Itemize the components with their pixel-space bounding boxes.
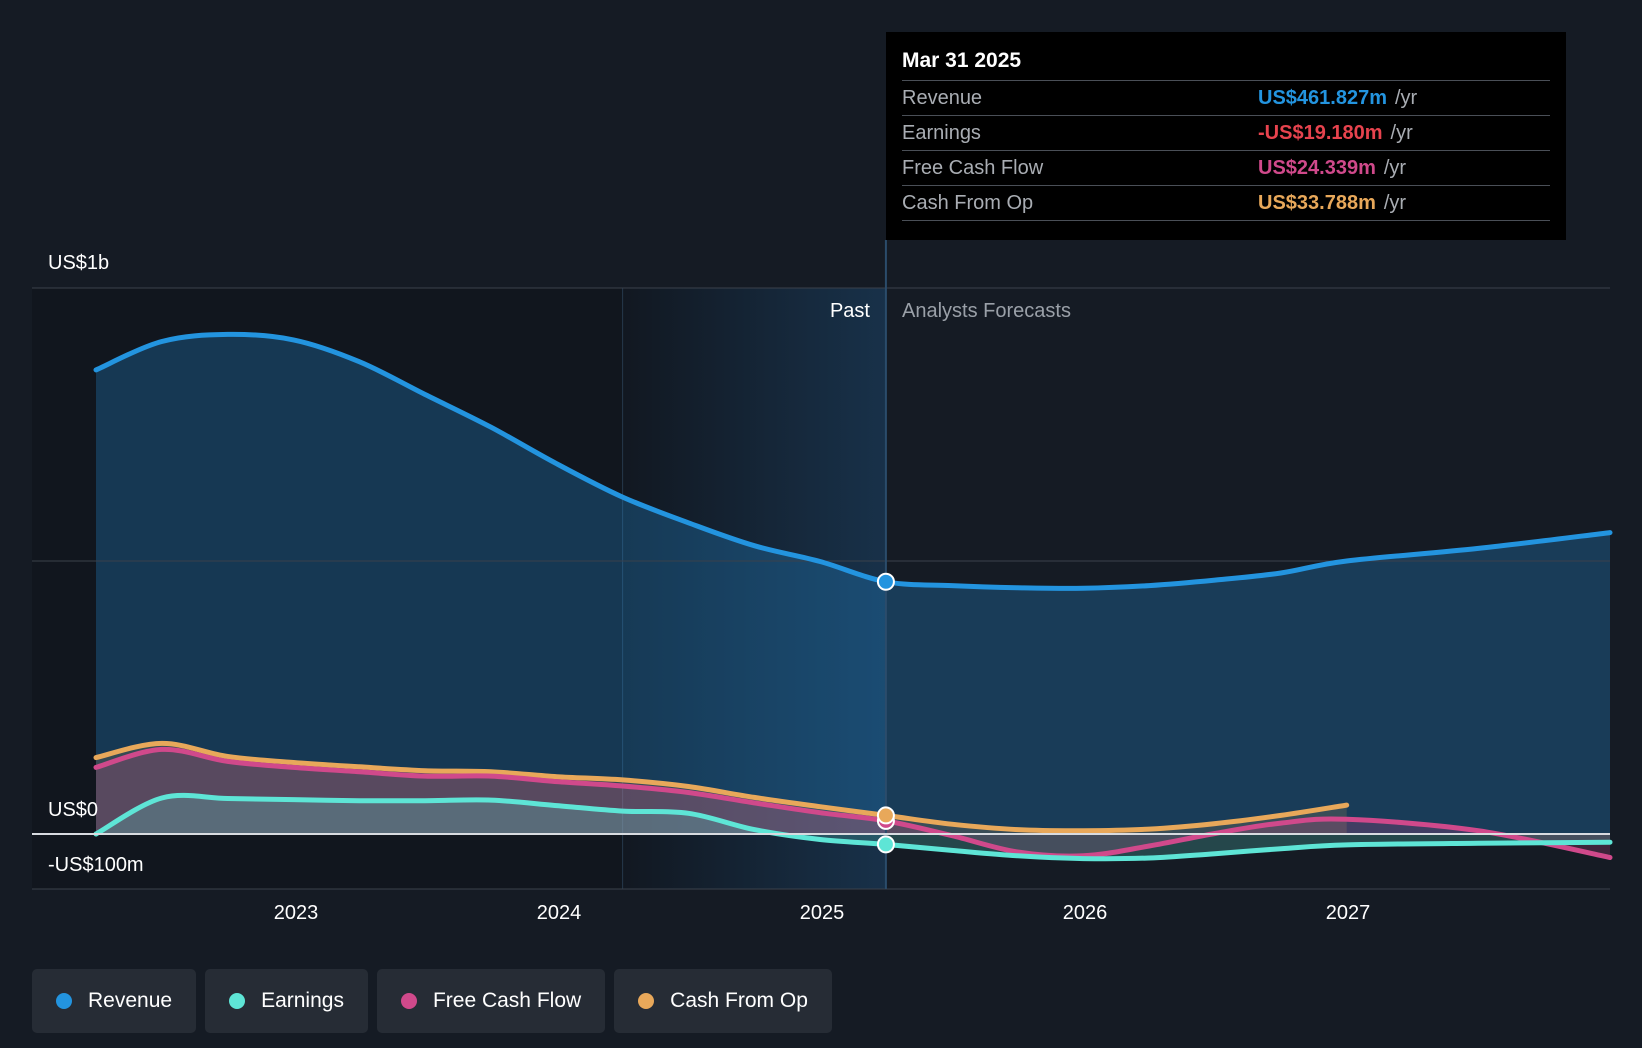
- legend-label: Earnings: [261, 989, 344, 1012]
- revenue-area: [96, 334, 1610, 834]
- legend-dot-icon: [400, 993, 417, 1009]
- x-tick-label: 2024: [536, 902, 582, 924]
- legend-label: Revenue: [88, 989, 173, 1012]
- legend-item-cash-from-op[interactable]: Cash From Op: [614, 969, 832, 1033]
- tooltip-value: US$33.788m: [1258, 191, 1376, 214]
- tooltip-label: Free Cash Flow: [902, 156, 1044, 179]
- tooltip-row-revenue: Revenue US$461.827m /yr: [902, 80, 1550, 115]
- tooltip-row-cash-from-op: Cash From Op US$33.788m /yr: [902, 185, 1550, 221]
- tooltip-value: US$24.339m: [1258, 156, 1376, 179]
- tooltip-value: US$461.827m: [1258, 86, 1387, 109]
- earnings-marker: [876, 835, 895, 854]
- legend-item-revenue[interactable]: Revenue: [32, 969, 197, 1033]
- legend-dot-icon: [229, 993, 246, 1009]
- tooltip-unit: /yr: [1383, 191, 1407, 214]
- legend-dot-icon: [638, 993, 655, 1009]
- tooltip-value: -US$19.180m: [1258, 121, 1383, 144]
- legend-dot-icon: [56, 993, 72, 1009]
- cash-from-op-area: [96, 743, 1347, 834]
- chart-legend: Revenue Earnings Free Cash Flow Cash Fro…: [32, 969, 832, 1033]
- data-tooltip: Mar 31 2025 Revenue US$461.827m /yr Earn…: [886, 32, 1566, 240]
- tooltip-label: Earnings: [902, 121, 981, 144]
- tooltip-unit: /yr: [1383, 156, 1407, 179]
- earnings-line: [93, 792, 1613, 862]
- y-axis-label-top: US$1b: [48, 252, 110, 274]
- cash-from-op-line: [93, 740, 1350, 834]
- legend-label: Free Cash Flow: [432, 989, 582, 1012]
- forecast-region-label: Analysts Forecasts: [902, 300, 1071, 322]
- revenue-marker: [876, 572, 895, 591]
- x-tick-label: 2027: [1325, 902, 1371, 924]
- free-cash-flow-line: [93, 746, 1613, 860]
- tooltip-unit: /yr: [1390, 121, 1413, 144]
- cash-from-op-marker: [876, 806, 895, 825]
- earnings-area: [96, 795, 1610, 859]
- past-region-label: Past: [829, 300, 870, 322]
- legend-item-earnings[interactable]: Earnings: [205, 969, 368, 1033]
- revenue-line: [93, 331, 1613, 591]
- x-tick-label: 2023: [273, 902, 319, 924]
- y-axis-label-bottom: -US$100m: [48, 854, 144, 876]
- tooltip-date: Mar 31 2025: [902, 49, 1022, 72]
- tooltip-row-free-cash-flow: Free Cash Flow US$24.339m /yr: [902, 150, 1550, 185]
- tooltip-unit: /yr: [1394, 86, 1418, 109]
- legend-label: Cash From Op: [670, 989, 808, 1012]
- x-tick-label: 2025: [799, 902, 845, 924]
- x-tick-label: 2026: [1062, 902, 1108, 924]
- tooltip-row-earnings: Earnings -US$19.180m /yr: [902, 115, 1550, 150]
- y-axis-label-zero: US$0: [48, 799, 99, 821]
- tooltip-label: Revenue: [902, 86, 983, 109]
- tooltip-label: Cash From Op: [902, 191, 1034, 214]
- legend-item-free-cash-flow[interactable]: Free Cash Flow: [376, 969, 606, 1033]
